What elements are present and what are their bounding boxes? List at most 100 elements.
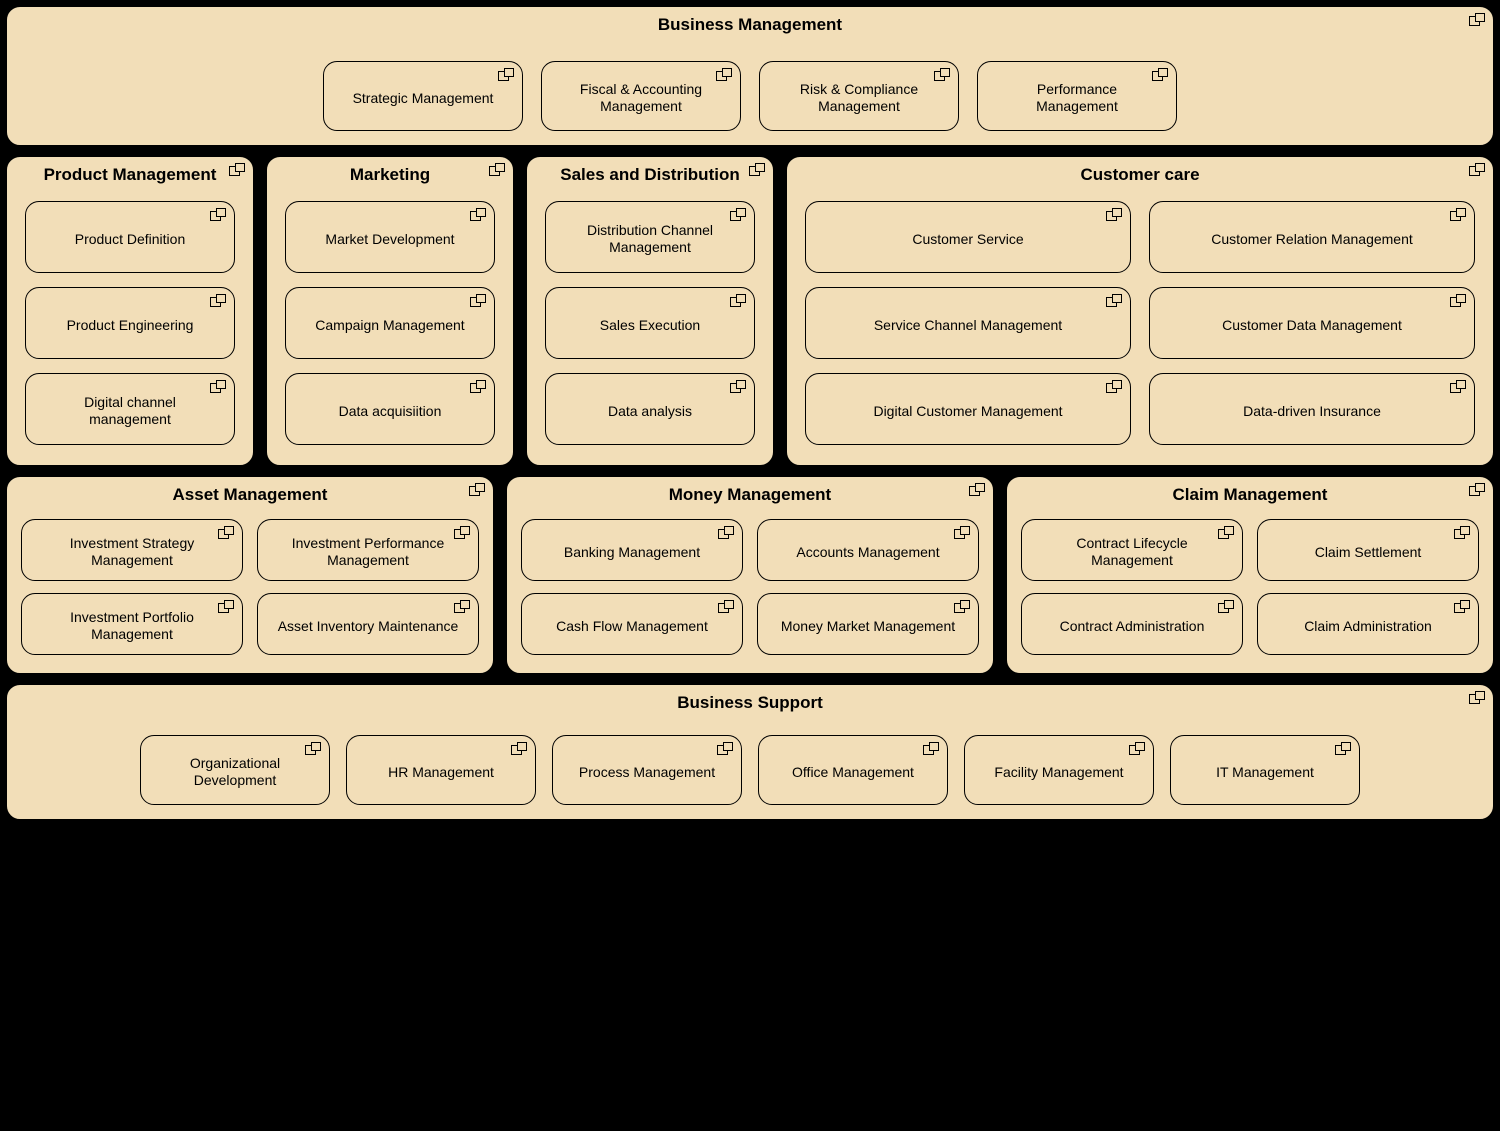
capability-label: Digital Customer Management bbox=[873, 403, 1062, 420]
capability-label: Process Management bbox=[579, 764, 715, 781]
capability-icon bbox=[1454, 600, 1470, 617]
capability-icon bbox=[1218, 526, 1234, 543]
group-money-management: Money Management Banking Management Acco… bbox=[506, 476, 994, 674]
capability-icon bbox=[1335, 742, 1351, 759]
capability-icon bbox=[454, 600, 470, 617]
capability-claim-administration: Claim Administration bbox=[1257, 593, 1479, 655]
capability-icon bbox=[718, 526, 734, 543]
capability-strategic-management: Strategic Management bbox=[323, 61, 523, 131]
capability-customer-data-management: Customer Data Management bbox=[1149, 287, 1475, 359]
capability-label: Distribution Channel Management bbox=[564, 222, 736, 256]
capability-label: Customer Service bbox=[912, 231, 1023, 248]
group-business-support: Business Support Organizational Developm… bbox=[6, 684, 1494, 820]
group-business-management: Business Management Strategic Management… bbox=[6, 6, 1494, 146]
capability-icon bbox=[1129, 742, 1145, 759]
group-customer-care: Customer care Customer Service Customer … bbox=[786, 156, 1494, 466]
capability-data-acquisition: Data acquisiition bbox=[285, 373, 495, 445]
capability-icon bbox=[470, 294, 486, 311]
capability-label: Customer Relation Management bbox=[1211, 231, 1413, 248]
capability-icon bbox=[954, 600, 970, 617]
capability-label: Investment Portfolio Management bbox=[40, 609, 224, 643]
capability-risk-compliance-management: Risk & Compliance Management bbox=[759, 61, 959, 131]
capability-icon bbox=[1450, 294, 1466, 311]
group-asset-management: Asset Management Investment Strategy Man… bbox=[6, 476, 494, 674]
group-title: Product Management bbox=[7, 165, 253, 185]
capability-contract-lifecycle-management: Contract Lifecycle Management bbox=[1021, 519, 1243, 581]
capability-label: Asset Inventory Maintenance bbox=[278, 618, 459, 635]
capability-label: Contract Administration bbox=[1060, 618, 1205, 635]
capability-icon bbox=[210, 294, 226, 311]
capability-icon bbox=[511, 742, 527, 759]
capability-investment-performance-management: Investment Performance Management bbox=[257, 519, 479, 581]
capability-label: Facility Management bbox=[994, 764, 1123, 781]
capability-icon bbox=[470, 208, 486, 225]
capability-icon bbox=[718, 600, 734, 617]
capability-money-market-management: Money Market Management bbox=[757, 593, 979, 655]
capability-label: Service Channel Management bbox=[874, 317, 1062, 334]
capability-label: Market Development bbox=[325, 231, 454, 248]
group-title: Marketing bbox=[267, 165, 513, 185]
group-sales-distribution: Sales and Distribution Distribution Chan… bbox=[526, 156, 774, 466]
capability-asset-inventory-maintenance: Asset Inventory Maintenance bbox=[257, 593, 479, 655]
capability-label: Investment Performance Management bbox=[276, 535, 460, 569]
capability-data-driven-insurance: Data-driven Insurance bbox=[1149, 373, 1475, 445]
capability-icon bbox=[1218, 600, 1234, 617]
capability-icon bbox=[470, 380, 486, 397]
capability-label: HR Management bbox=[388, 764, 494, 781]
capability-icon bbox=[454, 526, 470, 543]
capability-digital-channel-management: Digital channel management bbox=[25, 373, 235, 445]
capability-label: IT Management bbox=[1216, 764, 1314, 781]
group-title: Sales and Distribution bbox=[527, 165, 773, 185]
capability-label: Campaign Management bbox=[315, 317, 464, 334]
capability-accounts-management: Accounts Management bbox=[757, 519, 979, 581]
capability-organizational-development: Organizational Development bbox=[140, 735, 330, 805]
capability-icon bbox=[498, 68, 514, 85]
capability-label: Data analysis bbox=[608, 403, 692, 420]
capability-product-definition: Product Definition bbox=[25, 201, 235, 273]
capability-cash-flow-management: Cash Flow Management bbox=[521, 593, 743, 655]
capability-icon bbox=[1152, 68, 1168, 85]
capability-label: Customer Data Management bbox=[1222, 317, 1402, 334]
capability-it-management: IT Management bbox=[1170, 735, 1360, 805]
capability-sales-execution: Sales Execution bbox=[545, 287, 755, 359]
capability-icon bbox=[954, 526, 970, 543]
group-title: Claim Management bbox=[1007, 485, 1493, 505]
capability-label: Claim Settlement bbox=[1315, 544, 1422, 561]
capability-label: Data acquisiition bbox=[339, 403, 442, 420]
capability-icon bbox=[1106, 294, 1122, 311]
capability-icon bbox=[1106, 380, 1122, 397]
capability-investment-portfolio-management: Investment Portfolio Management bbox=[21, 593, 243, 655]
capability-label: Money Market Management bbox=[781, 618, 955, 635]
capability-label: Banking Management bbox=[564, 544, 700, 561]
capability-label: Sales Execution bbox=[600, 317, 700, 334]
group-claim-management: Claim Management Contract Lifecycle Mana… bbox=[1006, 476, 1494, 674]
capability-service-channel-management: Service Channel Management bbox=[805, 287, 1131, 359]
group-product-management: Product Management Product Definition Pr… bbox=[6, 156, 254, 466]
capability-icon bbox=[210, 380, 226, 397]
capability-label: Strategic Management bbox=[353, 90, 494, 107]
capability-digital-customer-management: Digital Customer Management bbox=[805, 373, 1131, 445]
capability-icon bbox=[1450, 380, 1466, 397]
group-title: Business Management bbox=[7, 15, 1493, 35]
capability-label: Organizational Development bbox=[159, 755, 311, 789]
capability-icon bbox=[716, 68, 732, 85]
capability-label: Performance Management bbox=[996, 81, 1158, 115]
capability-label: Office Management bbox=[792, 764, 914, 781]
capability-performance-management: Performance Management bbox=[977, 61, 1177, 131]
capability-icon bbox=[218, 600, 234, 617]
capability-icon bbox=[730, 294, 746, 311]
group-title: Customer care bbox=[787, 165, 1493, 185]
capability-office-management: Office Management bbox=[758, 735, 948, 805]
group-marketing: Marketing Market Development Campaign Ma… bbox=[266, 156, 514, 466]
capability-icon bbox=[1106, 208, 1122, 225]
capability-product-engineering: Product Engineering bbox=[25, 287, 235, 359]
group-title: Money Management bbox=[507, 485, 993, 505]
capability-icon bbox=[210, 208, 226, 225]
capability-icon bbox=[1454, 526, 1470, 543]
capability-distribution-channel-management: Distribution Channel Management bbox=[545, 201, 755, 273]
capability-label: Fiscal & Accounting Management bbox=[560, 81, 722, 115]
group-title: Business Support bbox=[7, 693, 1493, 713]
capability-label: Digital channel management bbox=[44, 394, 216, 428]
capability-label: Contract Lifecycle Management bbox=[1040, 535, 1224, 569]
capability-customer-relation-management: Customer Relation Management bbox=[1149, 201, 1475, 273]
